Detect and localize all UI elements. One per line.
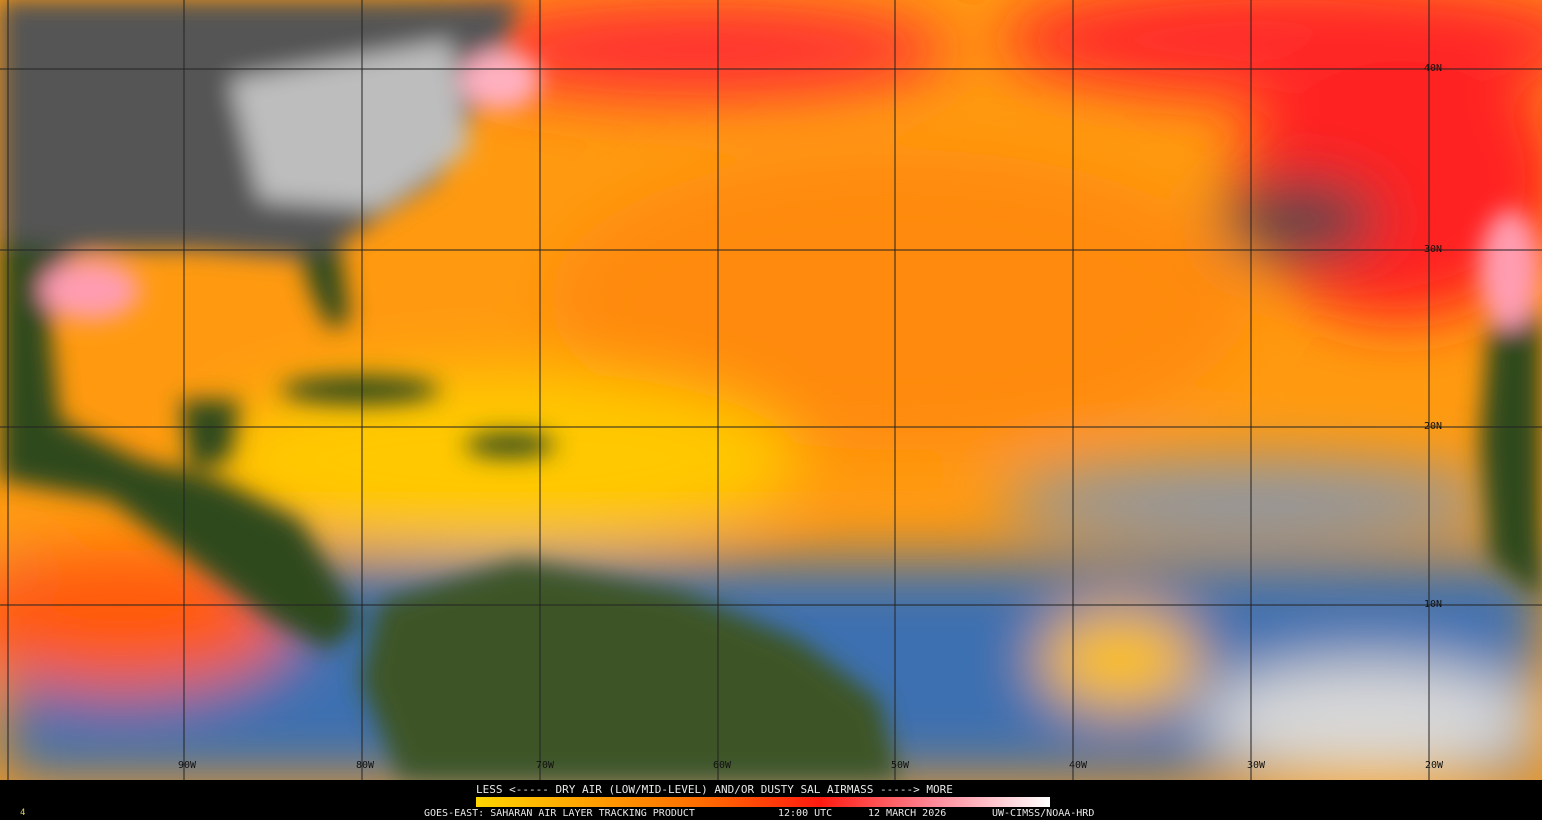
product-title: GOES-EAST: SAHARAN AIR LAYER TRACKING PR… [424,808,695,819]
time-label: 12:00 UTC [778,808,833,819]
corner-mark: 4 [20,808,26,818]
lon-label: 70W [536,760,555,771]
lat-label: 10N [1424,599,1443,610]
lon-label: 40W [1069,760,1088,771]
lon-label: 60W [713,760,732,771]
lat-label: 30N [1424,244,1443,255]
lon-label: 80W [356,760,375,771]
scale-label: LESS <----- DRY AIR (LOW/MID-LEVEL) AND/… [476,783,953,796]
satellite-imagery [0,0,1542,780]
lat-label: 20N [1424,421,1443,432]
color-scale-bar [476,797,1050,807]
lon-label: 20W [1425,760,1444,771]
lon-label: 50W [891,760,910,771]
satellite-map: 90W 80W 70W 60W 50W 40W 30W 20W 40N 30N … [0,0,1542,780]
lat-label: 40N [1424,63,1443,74]
credit-label: UW-CIMSS/NOAA-HRD [992,808,1095,819]
date-label: 12 MARCH 2026 [868,808,947,819]
graticule [0,0,1542,780]
lon-label: 90W [178,760,197,771]
lon-label: 30W [1247,760,1266,771]
